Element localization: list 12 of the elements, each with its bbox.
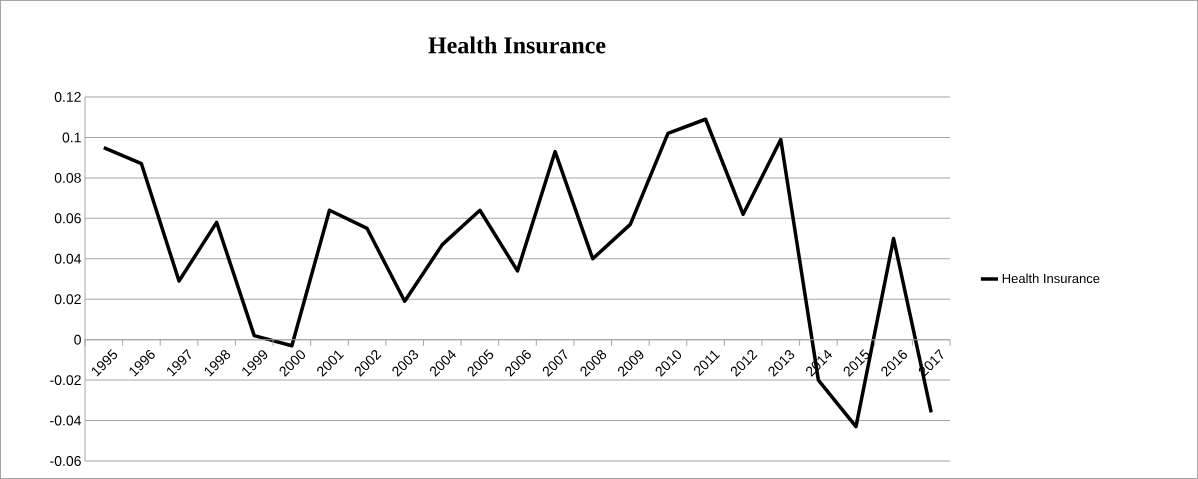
y-tick-label: 0.04 <box>54 253 82 264</box>
y-tick-label: 0.12 <box>54 92 81 102</box>
y-tick-label: 0 <box>74 334 81 345</box>
y-tick-label: -0.02 <box>50 375 81 386</box>
chart-title: Health Insurance <box>428 36 606 54</box>
y-tick-label: -0.06 <box>50 456 81 466</box>
y-tick-label: -0.04 <box>50 415 82 426</box>
y-tick-label: 0.1 <box>62 132 81 143</box>
y-tick-label: 0.06 <box>54 213 81 224</box>
y-tick-label: 0.08 <box>54 172 81 183</box>
y-tick-label: 0.02 <box>54 294 81 305</box>
legend-label: Health Insurance <box>1002 273 1100 284</box>
